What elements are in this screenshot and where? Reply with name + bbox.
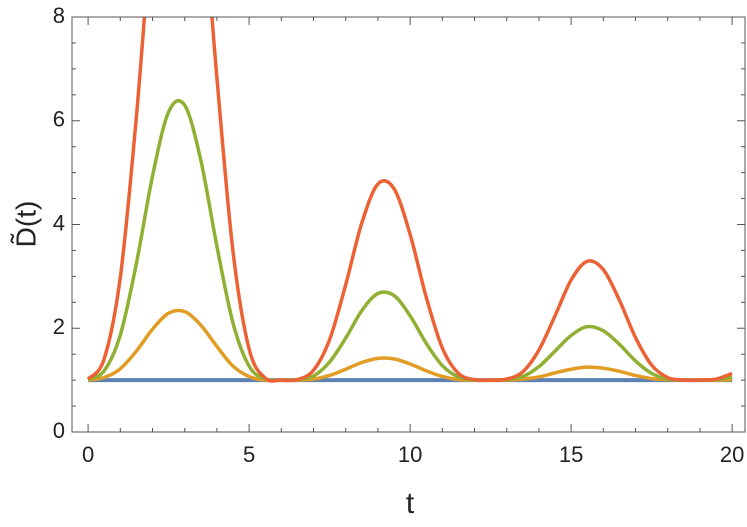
series-line	[87, 98, 733, 383]
y-tick-label: 4	[53, 210, 65, 235]
series-line	[86, 17, 733, 383]
y-tick-label: 6	[53, 107, 65, 132]
x-tick-label: 5	[243, 442, 255, 467]
x-axis-label: t	[406, 487, 415, 520]
x-tick-label: 10	[398, 442, 422, 467]
series-line	[87, 308, 733, 383]
y-tick-label: 8	[53, 3, 65, 28]
x-tick-label: 20	[720, 442, 744, 467]
y-tick-label: 0	[53, 418, 65, 443]
x-tick-label: 15	[559, 442, 583, 467]
y-axis-label: D̃(t)	[10, 201, 41, 248]
plot-area	[86, 17, 733, 383]
y-tick-label: 2	[53, 314, 65, 339]
x-tick-label: 0	[82, 442, 94, 467]
